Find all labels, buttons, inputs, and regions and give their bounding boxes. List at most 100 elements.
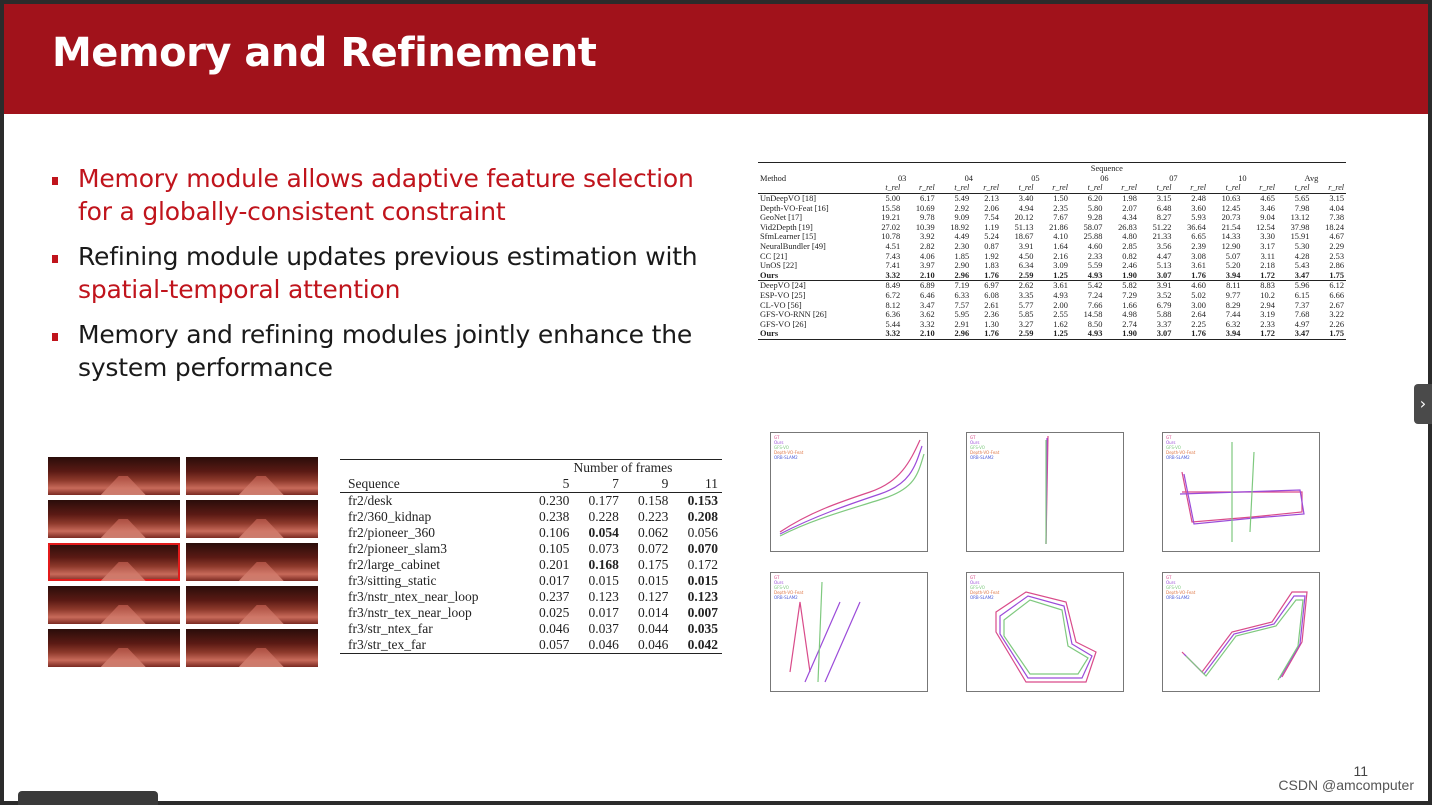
video-frame-thumbnail[interactable]: [48, 543, 180, 581]
legend-entry: Depth-VO-Feat: [1166, 590, 1196, 595]
method-cell: Ours: [760, 270, 779, 280]
value-cell: 1.25: [1035, 329, 1070, 340]
trajectory-plots: GT Ours GFS-VO Depth-VO-Feat ORB-SLAM2 GT Ours…: [756, 426, 1348, 716]
method-cell: CC [21]: [760, 251, 788, 261]
value-cell: 2.91: [954, 319, 970, 329]
value-cell: 3.15: [1329, 194, 1344, 204]
trajectory-plot: GT Ours GFS-VO Depth-VO-Feat ORB-SLAM2: [952, 426, 1128, 560]
value-cell: 4.06: [920, 251, 935, 261]
value-cell: 0.201: [524, 557, 574, 573]
video-frame-thumbnail[interactable]: [48, 629, 180, 667]
value-text: 0.223: [638, 509, 669, 524]
sequence-cell: fr2/large_cabinet: [348, 557, 440, 572]
value-cell: 2.92: [954, 203, 970, 213]
legend-entry: Depth-VO-Feat: [774, 450, 804, 455]
video-frame-thumbnail[interactable]: [48, 457, 180, 495]
value-cell: 1.76: [1173, 329, 1208, 340]
value-text: 0.172: [687, 557, 718, 572]
value-cell: 2.67: [1329, 300, 1344, 310]
sequence-cell: fr3/nstr_tex_near_loop: [348, 605, 472, 620]
value-text: 0.042: [687, 637, 718, 652]
method-cell: CL-VO [56]: [760, 300, 802, 310]
rrel-header: r_rel: [1311, 183, 1346, 194]
value-cell: 4.10: [1053, 232, 1068, 242]
plot-legend: GT Ours GFS-VO Depth-VO-Feat ORB-SLAM2: [774, 435, 803, 460]
value-cell: 4.67: [1329, 232, 1344, 242]
method-cell: SfmLearner [15]: [760, 232, 817, 242]
value-cell: 1.76: [984, 270, 999, 280]
value-text: 0.015: [588, 573, 619, 588]
value-cell: 7.67: [1053, 213, 1068, 223]
value-cell: 8.83: [1242, 280, 1277, 291]
table-row: fr2/360_kidnap 0.238 0.228 0.223 0.208: [340, 509, 722, 525]
table-row: GFS-VO-RNN [26] 6.36 3.62 5.95 2.36 5.85 2.55 1…: [758, 310, 1346, 320]
value-cell: 2.86: [1329, 261, 1344, 271]
value-cell: 6.34: [1018, 261, 1034, 271]
next-slide-arrow[interactable]: ›: [1414, 384, 1432, 424]
value-cell: 3.97: [920, 261, 935, 271]
value-text: 0.106: [539, 525, 570, 540]
value-cell: 10.69: [915, 203, 935, 213]
sequence-cell: fr2/pioneer_360: [348, 525, 435, 540]
trajectory-plot: GT Ours GFS-VO Depth-VO-Feat ORB-SLAM2: [1148, 426, 1324, 560]
video-frame-thumbnail[interactable]: [186, 586, 318, 624]
table-row: Ours 3.32 2.10 2.96 1.76 2.59 1.25 4.93 1.90 3.07…: [758, 329, 1346, 340]
legend-entry: GFS-VO: [774, 445, 789, 450]
value-text: 0.158: [638, 493, 669, 508]
legend-entry: ORB-SLAM2: [774, 455, 798, 460]
value-text: 0.007: [687, 605, 718, 620]
video-frame-thumbnail[interactable]: [186, 629, 318, 667]
value-cell: 0.056: [672, 525, 722, 541]
bullet-item: Memory and refining modules jointly enha…: [52, 318, 732, 384]
value-cell: 37.98: [1290, 222, 1310, 232]
sequence-header: Sequence: [340, 476, 524, 493]
value-cell: 5.02: [1191, 291, 1206, 301]
video-frame-thumbnail[interactable]: [186, 543, 318, 581]
video-frame-thumbnail[interactable]: [186, 500, 318, 538]
plot-frame: [770, 432, 928, 552]
value-cell: 0.046: [524, 621, 574, 637]
value-cell: 3.62: [920, 310, 935, 320]
video-frame-thumbnail[interactable]: [48, 500, 180, 538]
value-cell: 0.042: [672, 637, 722, 654]
trajectory-line: [1231, 442, 1255, 542]
value-cell: 20.73: [1221, 213, 1241, 223]
value-cell: 7.24: [1087, 291, 1103, 301]
value-cell: 3.15: [1156, 194, 1172, 204]
table-row: GeoNet [17] 19.21 9.78 9.09 7.54 20.12 7.67 9.2…: [758, 213, 1346, 223]
value-text: 0.237: [539, 589, 570, 604]
value-cell: 6.36: [885, 310, 901, 320]
value-cell: 5.59: [1087, 261, 1103, 271]
video-frame-thumbnail[interactable]: [186, 457, 318, 495]
presentation-toolbar[interactable]: [18, 791, 158, 805]
value-cell: 9.28: [1087, 213, 1103, 223]
value-cell: 4.51: [885, 242, 901, 252]
value-cell: 3.17: [1260, 242, 1275, 252]
value-cell: 5.80: [1087, 203, 1103, 213]
sequence-cell: fr2/desk: [348, 493, 393, 508]
value-text: 0.057: [539, 637, 570, 652]
value-cell: 2.62: [1000, 280, 1036, 291]
value-cell: 5.44: [885, 319, 901, 329]
page-number: 11: [1353, 763, 1368, 779]
sequence-cell: fr3/str_ntex_far: [348, 621, 433, 636]
value-cell: 10.2: [1260, 291, 1275, 301]
sequence-group-header: 04: [964, 173, 973, 183]
video-frame-thumbnail[interactable]: [48, 586, 180, 624]
value-cell: 5.77: [1018, 300, 1034, 310]
value-cell: 1.72: [1260, 270, 1275, 280]
sequence-group-header: 07: [1169, 173, 1178, 183]
value-text: 0.177: [588, 493, 619, 508]
sequence-cell: fr2/pioneer_slam3: [348, 541, 447, 556]
value-cell: 26.83: [1118, 222, 1137, 232]
plot-legend: GT Ours GFS-VO Depth-VO-Feat ORB-SLAM2: [970, 575, 999, 600]
table-row: Vid2Depth [19] 27.02 10.39 18.92 1.19 51.13 21…: [758, 223, 1346, 233]
value-cell: 6.66: [1329, 291, 1344, 301]
value-cell: 1.64: [1053, 242, 1068, 252]
value-cell: 9.09: [954, 213, 970, 223]
value-text: 0.208: [687, 509, 718, 524]
value-text: 0.025: [539, 605, 570, 620]
value-cell: 5.65: [1294, 194, 1310, 204]
trajectory-line: [1003, 599, 1089, 675]
value-cell: 6.08: [984, 291, 999, 301]
